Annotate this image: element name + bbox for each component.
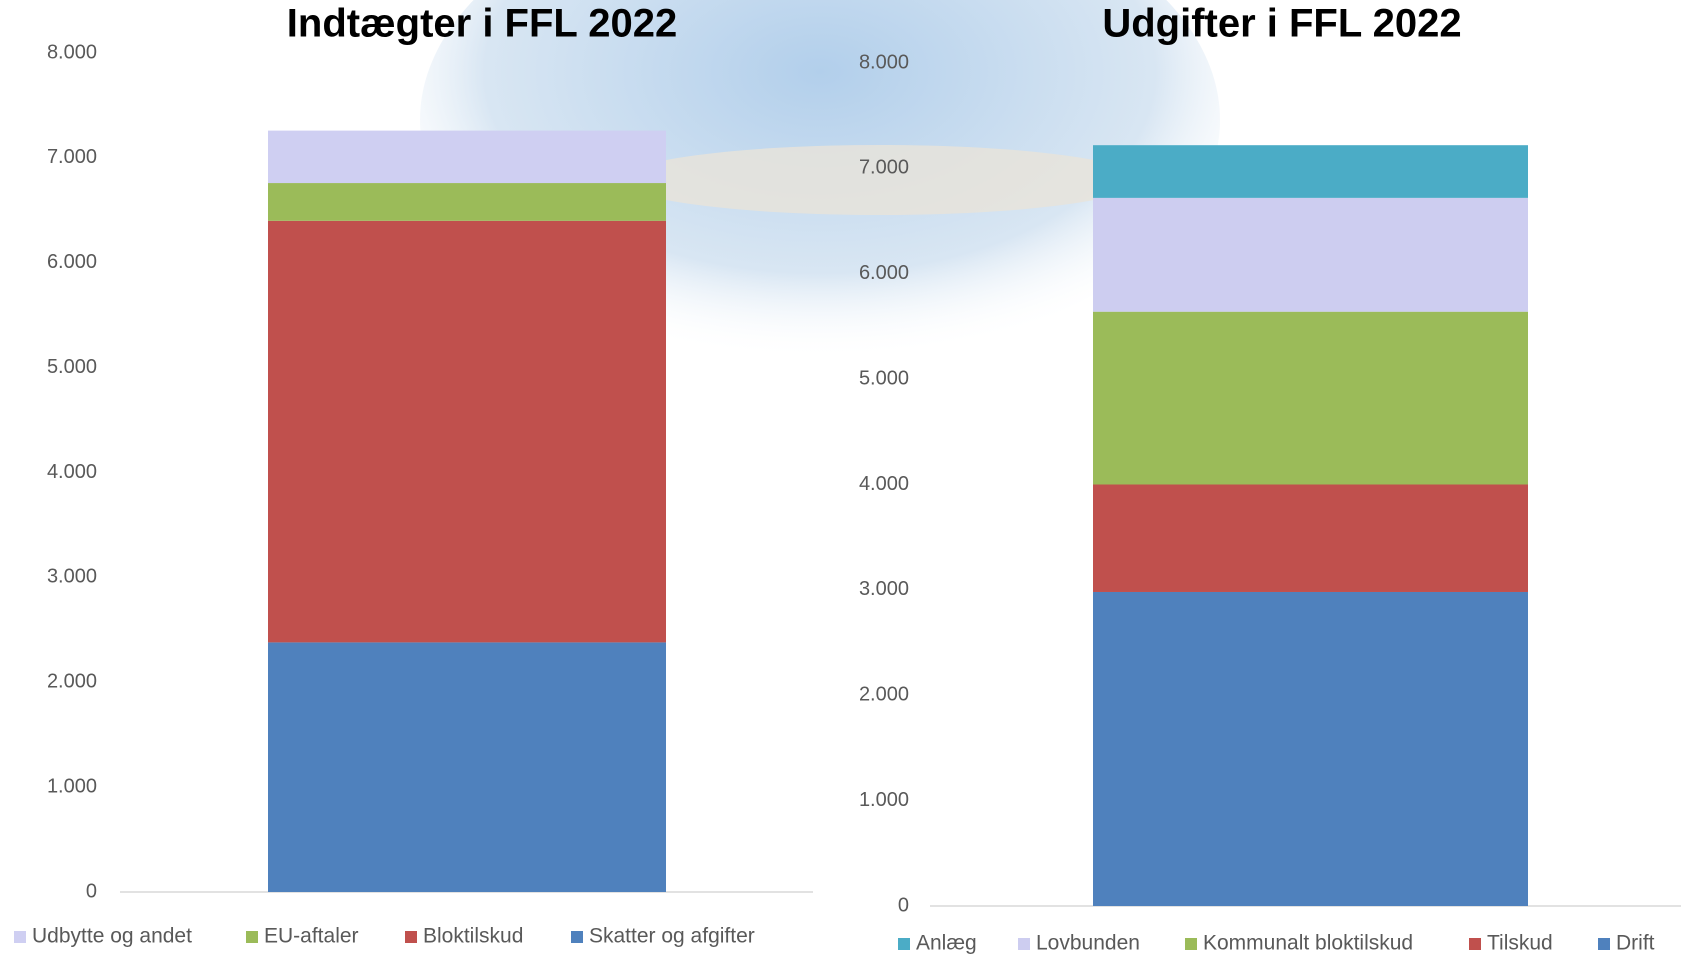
bar-segment — [268, 220, 666, 643]
bar-segment — [1093, 484, 1528, 592]
y-tick-label: 0 — [86, 880, 97, 902]
legend-label: Lovbunden — [1036, 932, 1140, 955]
legend-label: Kommunalt bloktilskud — [1203, 932, 1413, 955]
legend-swatch — [1018, 938, 1030, 950]
chart-title: Indtægter i FFL 2022 — [287, 2, 677, 46]
legend-label: Udbytte og andet — [32, 925, 192, 948]
legend-label: Drift — [1616, 932, 1655, 955]
y-tick-label: 0 — [898, 894, 909, 916]
y-tick-label: 8.000 — [47, 41, 97, 63]
legend-swatch — [1185, 938, 1197, 950]
background-rock — [620, 145, 1140, 215]
y-tick-label: 2.000 — [859, 684, 909, 706]
y-tick-label: 4.000 — [859, 473, 909, 495]
legend-label: Tilskud — [1487, 932, 1553, 955]
chart-title: Udgifter i FFL 2022 — [1102, 2, 1461, 46]
y-tick-label: 3.000 — [859, 578, 909, 600]
bar-segment — [1093, 197, 1528, 312]
bar-segment — [1093, 311, 1528, 485]
bar-segment — [1093, 591, 1528, 906]
y-tick-label: 5.000 — [859, 367, 909, 389]
legend-swatch — [571, 931, 583, 943]
legend-swatch — [246, 931, 258, 943]
y-tick-label: 8.000 — [859, 51, 909, 73]
y-tick-label: 6.000 — [47, 251, 97, 273]
y-tick-label: 4.000 — [47, 461, 97, 483]
legend-swatch — [1598, 938, 1610, 950]
y-tick-label: 1.000 — [859, 789, 909, 811]
bar-segment — [268, 183, 666, 221]
legend-label: Anlæg — [916, 932, 977, 955]
y-tick-label: 5.000 — [47, 356, 97, 378]
y-tick-label: 2.000 — [47, 671, 97, 693]
legend-swatch — [14, 931, 26, 943]
legend-swatch — [405, 931, 417, 943]
bar-segment — [268, 130, 666, 184]
legend-label: EU-aftaler — [264, 925, 359, 948]
bar-segment — [268, 642, 666, 892]
bar-segment — [1093, 145, 1528, 198]
y-tick-label: 1.000 — [47, 775, 97, 797]
legend-label: Bloktilskud — [423, 925, 523, 948]
y-tick-label: 7.000 — [859, 157, 909, 179]
legend-swatch — [898, 938, 910, 950]
legend-label: Skatter og afgifter — [589, 925, 755, 948]
y-tick-label: 6.000 — [859, 262, 909, 284]
y-tick-label: 7.000 — [47, 146, 97, 168]
y-tick-label: 3.000 — [47, 566, 97, 588]
legend-swatch — [1469, 938, 1481, 950]
